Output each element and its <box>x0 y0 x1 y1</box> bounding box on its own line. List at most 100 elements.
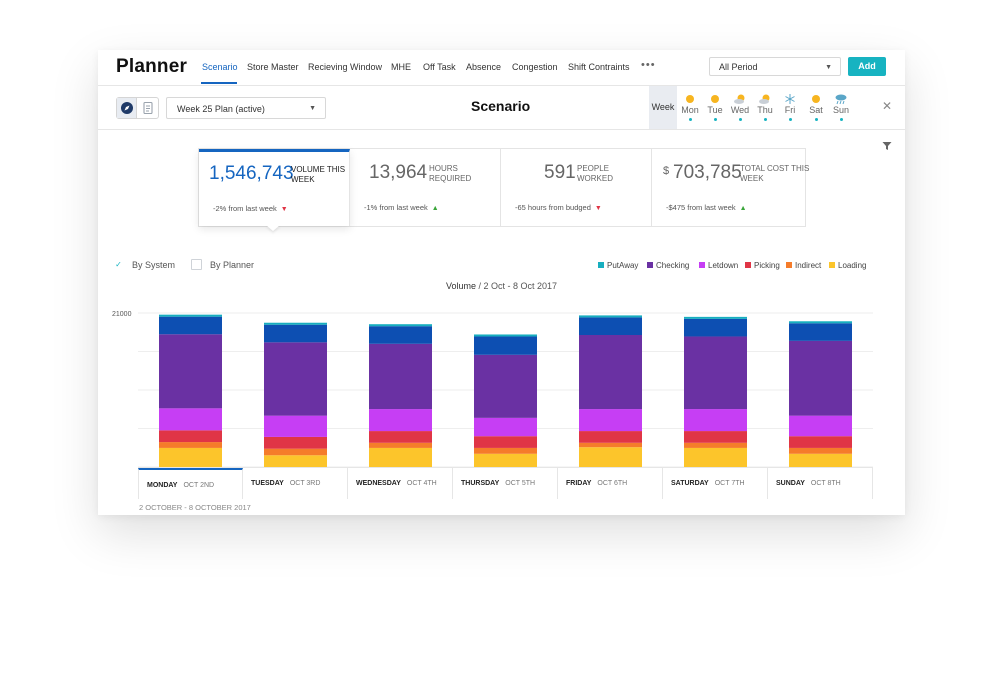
bar-segment-picking-thursday[interactable] <box>474 436 537 448</box>
bar-segment-putaway-wednesday[interactable] <box>369 326 432 344</box>
bar-segment-indirect-saturday[interactable] <box>684 442 747 448</box>
day-tab-sat[interactable]: Sat <box>803 92 829 121</box>
tab-off-task[interactable]: Off Task <box>423 62 456 72</box>
bar-segment-letdown-thursday[interactable] <box>474 417 537 437</box>
legend-item-checking[interactable]: Checking <box>647 261 689 270</box>
bar-segment-checking-wednesday[interactable] <box>369 343 432 410</box>
bar-segment-indirect-wednesday[interactable] <box>369 442 432 448</box>
bar-segment-indirect-friday[interactable] <box>579 442 642 448</box>
filter-icon[interactable] <box>882 141 892 151</box>
bar-segment-picking-wednesday[interactable] <box>369 431 432 443</box>
day-tab-mon[interactable]: Mon <box>677 92 703 121</box>
tab-week[interactable]: Week <box>649 86 677 129</box>
legend-item-letdown[interactable]: Letdown <box>699 261 738 270</box>
kpi-change-text: -$475 from last week <box>666 203 736 212</box>
tab-mhe[interactable]: MHE <box>391 62 411 72</box>
day-tab-tue[interactable]: Tue <box>702 92 728 121</box>
x-axis-day-tuesday[interactable]: TUESDAY OCT 3RD <box>243 468 348 499</box>
bar-segment-loading-monday[interactable] <box>159 447 222 467</box>
add-button[interactable]: Add <box>848 57 886 76</box>
kpi-change-text: -65 hours from budged <box>515 203 591 212</box>
x-axis-day-sunday[interactable]: SUNDAY OCT 8TH <box>768 468 873 499</box>
bar-segment-loading-thursday[interactable] <box>474 453 537 467</box>
day-tab-sun[interactable]: Sun <box>828 92 854 121</box>
plan-select[interactable]: Week 25 Plan (active) ▼ <box>166 97 326 119</box>
bar-segment-checking-monday[interactable] <box>159 334 222 409</box>
bar-segment-picking-saturday[interactable] <box>684 431 747 443</box>
more-tabs-icon[interactable]: ••• <box>641 59 656 71</box>
x-axis-day-date: OCT 4TH <box>406 480 437 487</box>
kpi-hours-card[interactable]: 13,964 Hours required -1% from last week… <box>350 149 501 226</box>
x-axis-day-saturday[interactable]: SATURDAY OCT 7TH <box>663 468 768 499</box>
document-view-button[interactable] <box>138 98 158 118</box>
bar-segment-indirect-monday[interactable] <box>159 442 222 448</box>
by-planner-checkbox[interactable]: By Planner <box>191 259 254 271</box>
bar-segment-loading-wednesday[interactable] <box>369 447 432 467</box>
tab-shift-contraints[interactable]: Shift Contraints <box>568 62 630 72</box>
bar-segment-checking-tuesday[interactable] <box>264 342 327 416</box>
tab-congestion[interactable]: Congestion <box>512 62 558 72</box>
bar-segment-indirect-thursday[interactable] <box>474 447 537 454</box>
legend-label: Letdown <box>708 261 739 270</box>
tab-recieving-window[interactable]: Recieving Window <box>308 62 383 72</box>
bar-segment-loading-saturday[interactable] <box>684 447 747 467</box>
tab-absence[interactable]: Absence <box>466 62 502 72</box>
bar-segment-checking-thursday[interactable] <box>474 354 537 418</box>
x-axis-day-name: WEDNESDAY <box>356 480 401 487</box>
kpi-cost-card[interactable]: $ 703,785 Total cost this week -$475 fro… <box>652 149 809 226</box>
day-tab-fri[interactable]: Fri <box>777 92 803 121</box>
x-axis-day-monday[interactable]: MONDAY OCT 2ND <box>138 468 243 499</box>
day-tab-thu[interactable]: Thu <box>752 92 778 121</box>
bar-segment-putaway-thursday[interactable] <box>474 336 537 355</box>
kpi-volume-card[interactable]: 1,546,743 Volume this week -2% from last… <box>199 149 350 226</box>
bar-segment-indirect-tuesday[interactable] <box>264 448 327 456</box>
bar-segment-picking-monday[interactable] <box>159 430 222 443</box>
bar-segment-putaway-saturday[interactable] <box>684 318 747 337</box>
x-axis-day-date: OCT 6TH <box>597 480 628 487</box>
x-axis-day-name: SUNDAY <box>776 480 805 487</box>
bar-segment-loading-tuesday[interactable] <box>264 455 327 467</box>
period-select[interactable]: All Period ▼ <box>709 57 841 76</box>
day-tab-wed[interactable]: Wed <box>727 92 753 121</box>
x-axis-day-name: MONDAY <box>147 482 178 489</box>
scenario-toolbar: Week 25 Plan (active) ▼ Scenario Week Mo… <box>98 86 905 130</box>
x-axis-day-thursday[interactable]: THURSDAY OCT 5TH <box>453 468 558 499</box>
kpi-people-card[interactable]: 591 People worked -65 hours from budged ▼ <box>501 149 652 226</box>
tab-scenario[interactable]: Scenario <box>202 62 238 72</box>
bar-segment-putaway-monday[interactable] <box>159 316 222 335</box>
legend-item-picking[interactable]: Picking <box>745 261 780 270</box>
bar-segment-picking-tuesday[interactable] <box>264 436 327 449</box>
thumbs-down-icon: ▼ <box>594 205 602 212</box>
bar-segment-picking-friday[interactable] <box>579 431 642 443</box>
bar-segment-letdown-monday[interactable] <box>159 408 222 431</box>
bar-segment-checking-sunday[interactable] <box>789 340 852 416</box>
bar-segment-letdown-sunday[interactable] <box>789 415 852 437</box>
bar-cap-saturday <box>684 316 747 319</box>
bar-segment-letdown-tuesday[interactable] <box>264 415 327 437</box>
bar-segment-putaway-friday[interactable] <box>579 317 642 335</box>
legend-item-putaway[interactable]: PutAway <box>598 261 638 270</box>
bar-segment-indirect-sunday[interactable] <box>789 447 852 454</box>
tab-store-master[interactable]: Store Master <box>247 62 299 72</box>
bar-segment-letdown-wednesday[interactable] <box>369 409 432 432</box>
bar-segment-checking-friday[interactable] <box>579 335 642 410</box>
bar-segment-putaway-sunday[interactable] <box>789 323 852 341</box>
bar-segment-loading-sunday[interactable] <box>789 453 852 467</box>
bar-segment-letdown-friday[interactable] <box>579 409 642 432</box>
rain-icon <box>835 94 847 105</box>
by-system-checkbox[interactable]: ✓ By System <box>113 260 175 271</box>
legend-item-indirect[interactable]: Indirect <box>786 261 821 270</box>
compass-view-button[interactable] <box>117 98 137 118</box>
legend-item-loading[interactable]: Loading <box>829 261 866 270</box>
document-icon <box>143 101 153 115</box>
bar-segment-loading-friday[interactable] <box>579 447 642 467</box>
bar-segment-putaway-tuesday[interactable] <box>264 324 327 343</box>
x-axis-day-wednesday[interactable]: WEDNESDAY OCT 4TH <box>348 468 453 499</box>
x-axis-day-friday[interactable]: FRIDAY OCT 6TH <box>558 468 663 499</box>
kpi-change-text: -1% from last week <box>364 203 428 212</box>
bar-segment-letdown-saturday[interactable] <box>684 409 747 432</box>
close-icon[interactable]: ✕ <box>882 99 893 113</box>
bar-segment-picking-sunday[interactable] <box>789 436 852 448</box>
bar-segment-checking-saturday[interactable] <box>684 336 747 410</box>
legend-swatch <box>647 261 653 268</box>
